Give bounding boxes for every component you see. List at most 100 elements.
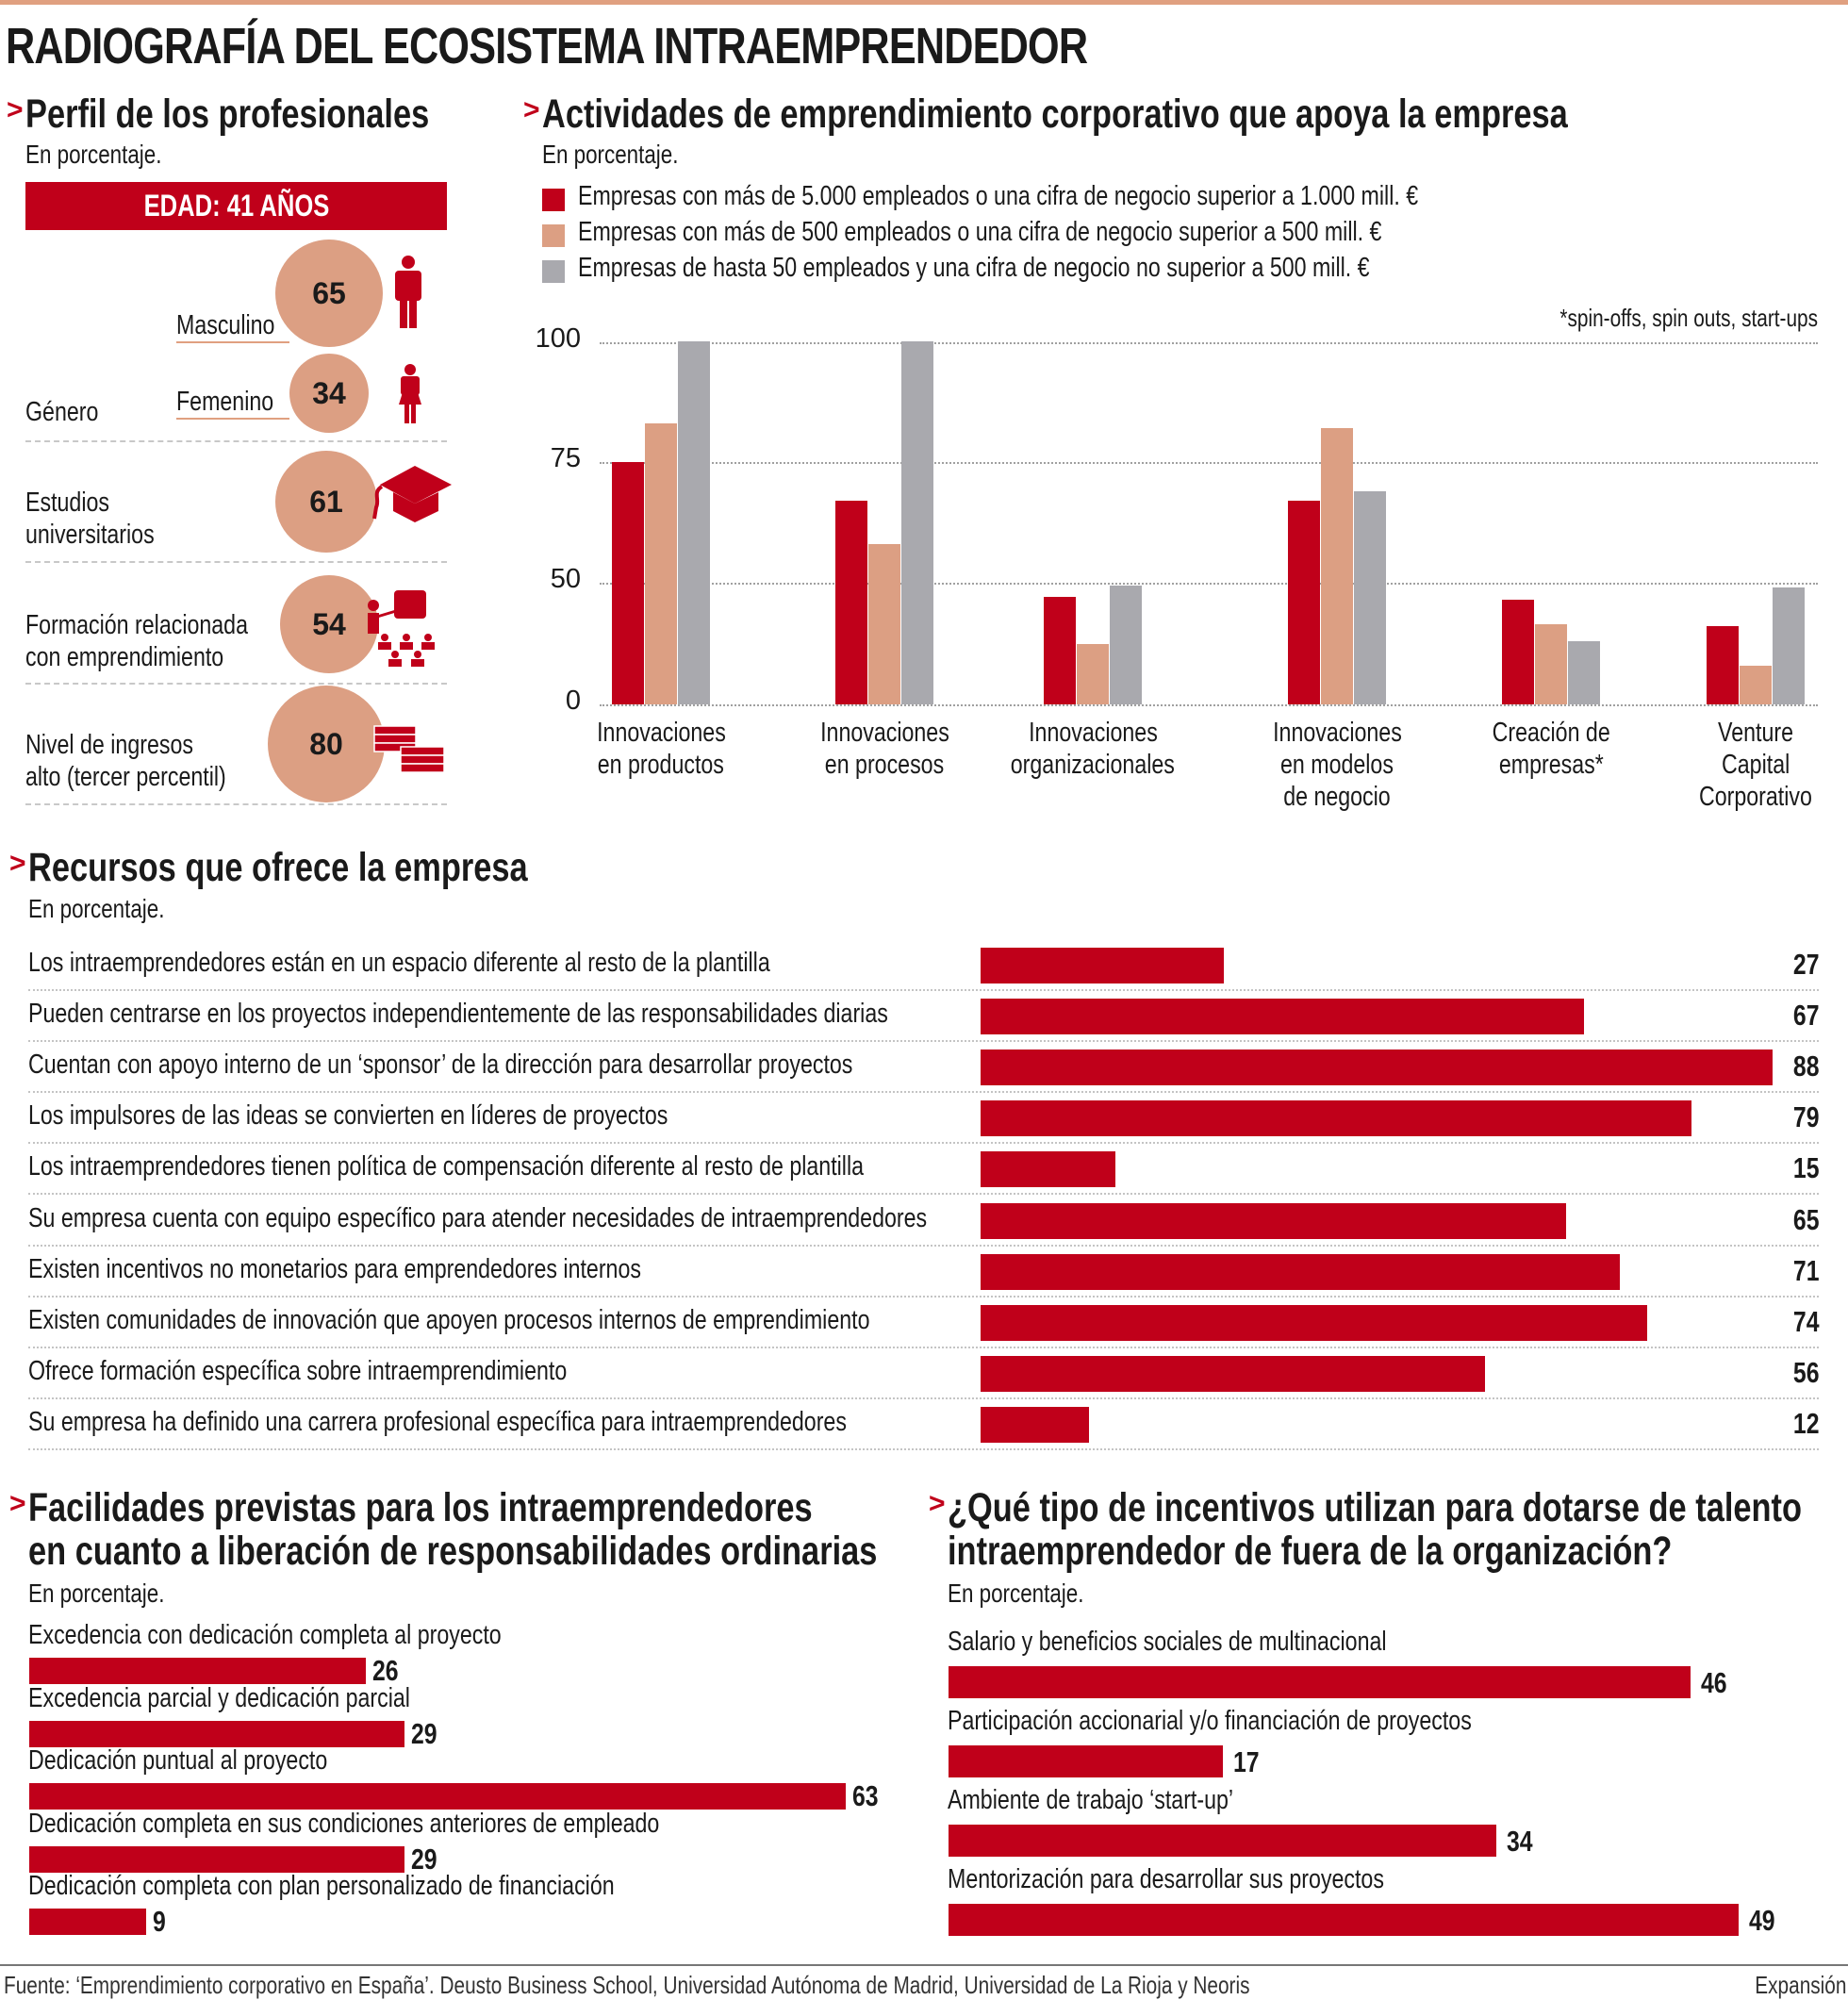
facility-label: Dedicación completa en sus condiciones a… [28, 1808, 660, 1839]
x-tick-text: Corporativo [1699, 782, 1812, 812]
bar [1354, 490, 1386, 704]
facility-item: Excedencia parcial y dedicación parcial 2… [28, 1682, 505, 1750]
incentive-item: Mentorización para desarrollar sus proye… [948, 1864, 1774, 1937]
actividades-header: > Actividades de emprendimiento corporat… [523, 91, 1568, 137]
x-tick-label: Innovaciones en modelos de negocio [1233, 717, 1441, 813]
recursos-subtitle: En porcentaje. [28, 894, 165, 923]
x-tick-label: Venture Capital Corporativo [1652, 717, 1848, 813]
bar [612, 462, 644, 704]
bar [835, 500, 867, 704]
legend-label: Empresas con más de 500 empleados o una … [578, 217, 1583, 248]
legend-text: Empresas de hasta 50 empleados y una cif… [578, 253, 1370, 283]
bar [901, 341, 933, 704]
bar [949, 1904, 1739, 1936]
bar [868, 544, 900, 704]
resource-row: Los impulsores de las ideas se convierte… [28, 1093, 1819, 1145]
data-label: 65 [1792, 1202, 1819, 1236]
bar [949, 1666, 1691, 1698]
x-tick-text: Venture [1717, 718, 1793, 748]
facilidades-subtitle: En porcentaje. [28, 1579, 165, 1608]
resource-row: Los intraemprendedores están en un espac… [28, 940, 1819, 991]
data-label: 29 [411, 1716, 438, 1750]
bar [981, 999, 1584, 1035]
facility-item: Dedicación completa con plan personaliza… [28, 1871, 761, 1938]
femenino-label: Femenino [176, 386, 289, 420]
bar [29, 1658, 367, 1684]
incentive-item: Salario y beneficios sociales de multina… [948, 1627, 1726, 1699]
bar [1740, 665, 1772, 704]
perfil-subtitle: En porcentaje. [25, 140, 162, 169]
bar [981, 1304, 1647, 1341]
resource-label: Existen comunidades de innovación que ap… [28, 1304, 870, 1335]
bar [29, 1845, 405, 1873]
y-tick-label: 100 [535, 323, 581, 354]
bar [678, 341, 710, 704]
arrow-icon: > [9, 1488, 26, 1519]
resource-label: Su empresa ha definido una carrera profe… [28, 1406, 847, 1437]
genero-label: Género [25, 397, 99, 427]
incentive-item: Ambiente de trabajo ‘start-up’ 34 [948, 1785, 1533, 1858]
resource-label: Pueden centrarse en los proyectos indepe… [28, 999, 888, 1030]
resource-row: Su empresa ha definido una carrera profe… [28, 1399, 1819, 1450]
bar [949, 1745, 1223, 1777]
data-label: 49 [1748, 1904, 1775, 1937]
resource-row: Su empresa cuenta con equipo específico … [28, 1196, 1819, 1247]
resource-label: Su empresa cuenta con equipo específico … [28, 1202, 928, 1233]
graduation-cap-icon [372, 466, 452, 522]
data-label: 27 [1792, 948, 1819, 981]
y-tick-label: 50 [550, 564, 581, 594]
bar [981, 1151, 1116, 1188]
estudios-circle: 61 [275, 451, 377, 553]
perfil-heading: Perfil de los profesionales [25, 91, 430, 137]
bar [1288, 500, 1320, 704]
femenino-circle: 34 [289, 354, 369, 433]
masculino-circle: 65 [275, 240, 383, 347]
incentive-label: Participación accionarial y/o financiaci… [948, 1706, 1472, 1736]
woman-icon [399, 364, 421, 423]
data-label: 56 [1792, 1355, 1819, 1389]
estudios-label: Estudios universitarios [25, 488, 155, 550]
x-tick-label: Innovaciones organizacionales [989, 717, 1196, 781]
x-tick-text: Innovaciones [819, 718, 949, 748]
ingresos-label: Nivel de ingresos alto (tercer percentil) [25, 730, 226, 792]
bar [981, 1202, 1566, 1239]
bar [29, 1720, 405, 1747]
facility-label: Excedencia parcial y dedicación parcial [28, 1682, 410, 1713]
chart-footnote: *spin-offs, spin outs, start-ups [1559, 304, 1818, 332]
x-tick-text: en procesos [824, 750, 945, 780]
x-tick-label: Creación de empresas* [1447, 717, 1655, 781]
legend-swatch [542, 224, 565, 247]
bar [1535, 623, 1567, 704]
data-label: 12 [1792, 1406, 1819, 1440]
x-tick-text: Innovaciones [596, 718, 726, 748]
y-tick-label: 75 [550, 443, 581, 473]
x-tick-label: Innovaciones en productos [557, 717, 765, 781]
divider [25, 440, 447, 442]
bar [981, 948, 1224, 983]
legend-swatch [542, 260, 565, 283]
resource-label: Existen incentivos no monetarios para em… [28, 1253, 641, 1284]
resource-label: Cuentan con apoyo interno de un ‘sponsor… [28, 1050, 853, 1081]
data-label: 29 [411, 1842, 438, 1876]
bar [29, 1783, 846, 1810]
gridline [600, 704, 1818, 706]
resource-label: Los intraemprendedores están en un espac… [28, 948, 770, 978]
resource-label: Los intraemprendedores tienen política d… [28, 1151, 865, 1182]
brand-label: Expansión [1754, 1971, 1846, 1999]
age-banner: EDAD: 41 AÑOS [25, 182, 447, 230]
bar [1568, 640, 1600, 704]
data-label: 88 [1792, 1050, 1819, 1083]
data-label: 74 [1792, 1304, 1819, 1338]
resource-row: Los intraemprendedores tienen política d… [28, 1144, 1819, 1196]
legend-text: Empresas con más de 500 empleados o una … [578, 217, 1382, 247]
bar [1707, 626, 1739, 704]
incentive-label: Mentorización para desarrollar sus proye… [948, 1864, 1384, 1894]
data-label: 26 [372, 1654, 399, 1687]
x-tick-text: empresas* [1498, 750, 1604, 780]
x-tick-text: en modelos [1280, 750, 1394, 780]
bar [1044, 597, 1076, 704]
data-label: 17 [1232, 1745, 1260, 1778]
divider [25, 803, 447, 805]
data-label: 9 [152, 1905, 166, 1938]
incentive-label: Ambiente de trabajo ‘start-up’ [948, 1785, 1234, 1815]
